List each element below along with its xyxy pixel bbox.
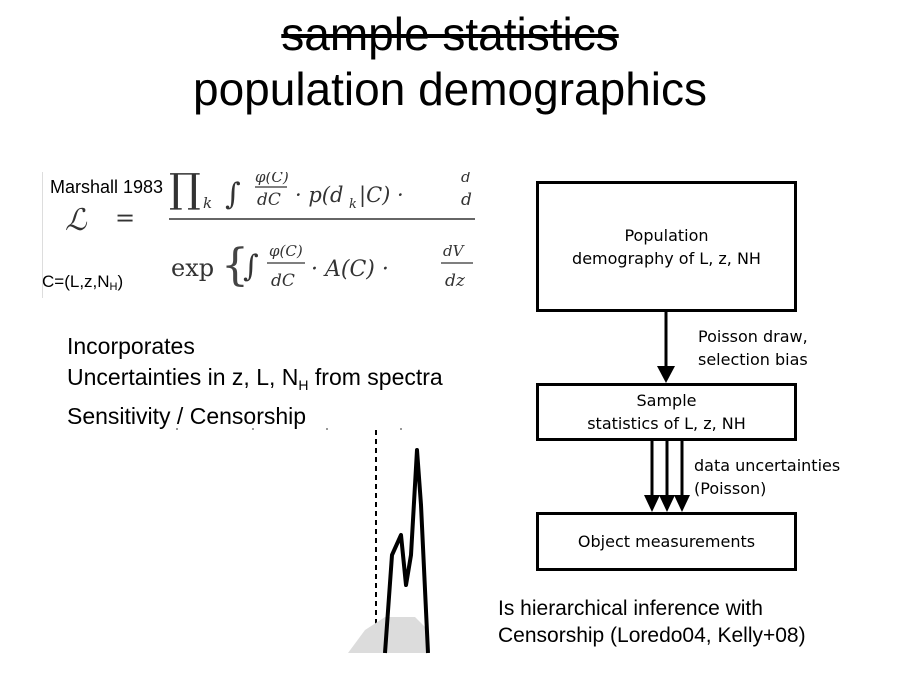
measurements-box: Object measurements: [536, 512, 797, 571]
arrow1-label: Poisson draw, selection bias: [698, 327, 808, 369]
incorporates-list: Incorporates Uncertainties in z, L, NH f…: [67, 331, 443, 432]
formula-dv-top: dV: [443, 242, 466, 260]
formula-num-cut-top: d: [461, 172, 471, 186]
incorporates-item-uncertainties: Uncertainties in z, L, NH from spectra: [67, 362, 443, 401]
arrow2-label: data uncertainties (Poisson): [694, 456, 841, 498]
formula-num-rest: · p(d: [295, 183, 343, 207]
likelihood-formula: ℒ = ∏ k ∫ φ(C) dC · p(d k |C) · d d exp …: [42, 172, 475, 298]
struck-title: sample statistics: [281, 8, 619, 60]
formula-num-frac-bot: dC: [257, 190, 281, 210]
uncertainties-sub: H: [298, 377, 309, 393]
c-definition-sub: H: [109, 281, 118, 293]
sample-box: Sample statistics of L, z, NH: [536, 383, 797, 441]
formula-num-cut-bot: d: [461, 190, 472, 210]
formula-num-rest-tail: |C) ·: [359, 183, 404, 208]
note-line-2: Censorship (Loredo04, Kelly+08): [498, 624, 806, 647]
page-title: population demographics: [192, 63, 708, 115]
formula-den-frac-top: φ(C): [269, 242, 303, 260]
formula-num-frac-top: φ(C): [255, 172, 289, 186]
sample-box-label: Sample statistics of L, z, NH: [587, 391, 746, 433]
formula-den-frac-bot: dC: [271, 271, 295, 291]
population-box: Population demography of L, z, NH: [536, 181, 797, 312]
formula-num-rest-sub: k: [349, 197, 357, 212]
posterior-curve: [383, 448, 430, 654]
citation-label: Marshall 1983: [50, 177, 164, 197]
c-definition: C=(L,z,NH): [42, 272, 123, 293]
formula-int-top: ∫: [225, 177, 241, 212]
formula-den-mid: · A(C) ·: [311, 257, 389, 282]
c-definition-prefix: C=(L,z,N: [42, 272, 110, 291]
formula-product: ∏: [169, 172, 201, 212]
c-definition-suffix: ): [117, 272, 124, 291]
incorporates-item-sensitivity: Sensitivity / Censorship: [67, 403, 307, 429]
posterior-plot-image: [176, 428, 430, 654]
formula-dv-bot: dz: [445, 271, 466, 291]
measurements-box-label: Object measurements: [577, 532, 756, 551]
incorporates-heading: Incorporates: [67, 333, 195, 359]
population-box-label: Population demography of L, z, NH: [572, 225, 761, 268]
hierarchical-note: Is hierarchical inference with Censorshi…: [498, 595, 806, 649]
uncertainties-prefix: Uncertainties in z, L, N: [67, 364, 299, 390]
uncertainties-suffix: from spectra: [308, 364, 443, 390]
formula-den-int: ∫: [243, 249, 259, 284]
formula-exp: exp: [171, 254, 214, 282]
formula-lhs: ℒ: [65, 203, 88, 238]
formula-equals: =: [115, 204, 135, 232]
formula-product-sub: k: [203, 194, 212, 212]
arrow-head-1: [657, 366, 675, 383]
svg-text:{: {: [221, 240, 249, 291]
note-line-1: Is hierarchical inference with: [498, 597, 763, 620]
